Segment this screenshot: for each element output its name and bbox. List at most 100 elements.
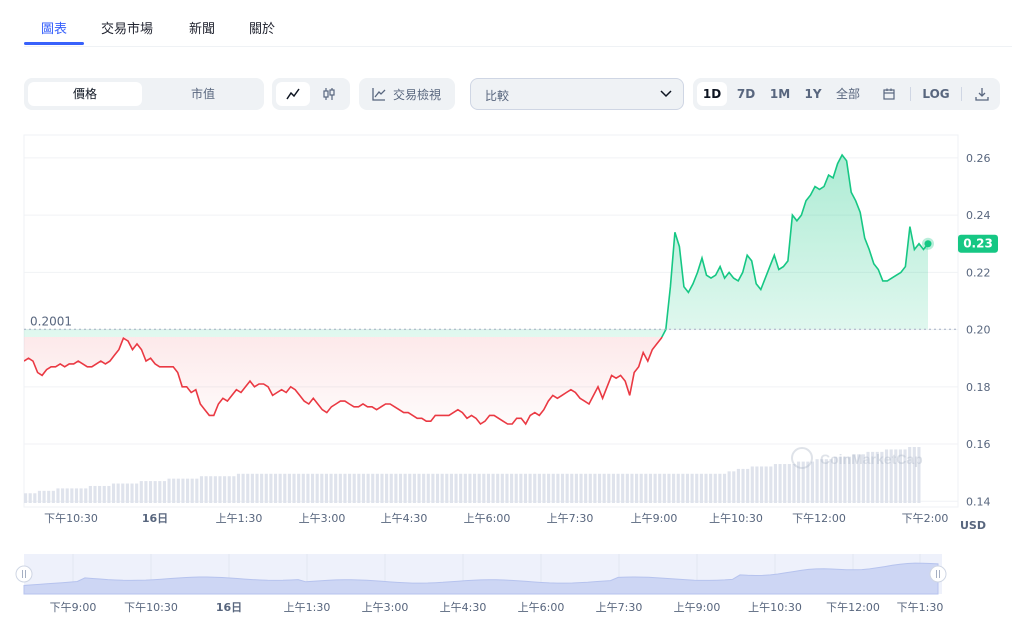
x-tick-label: 上午1:30 <box>216 512 263 525</box>
volume-bar <box>61 488 65 503</box>
navigator-tick-label: 上午9:00 <box>674 601 721 614</box>
volume-bar <box>162 481 166 503</box>
volume-bar <box>718 473 722 503</box>
volume-bar <box>47 490 51 503</box>
navigator-tick-label: 下午10:30 <box>124 601 178 614</box>
date-range-button[interactable] <box>875 82 903 106</box>
volume-bar <box>454 473 458 503</box>
x-tick-label: 上午6:00 <box>464 512 511 525</box>
volume-bar <box>246 473 250 503</box>
tab-about[interactable]: 關於 <box>249 22 276 37</box>
volume-bar <box>315 473 319 503</box>
volume-bar <box>241 473 245 503</box>
volume-bar <box>473 473 477 503</box>
volume-bar <box>625 473 629 503</box>
volume-bar <box>611 473 615 503</box>
volume-bar <box>167 478 171 503</box>
navigator-handle-right[interactable] <box>929 565 947 583</box>
volume-bar <box>486 473 491 503</box>
volume-bar <box>547 473 551 503</box>
volume-bar <box>176 478 180 503</box>
volume-bar <box>37 490 42 503</box>
volume-bar <box>477 473 481 503</box>
current-point-halo <box>922 237 934 250</box>
volume-bar <box>320 473 324 503</box>
volume-bar <box>306 473 310 503</box>
navigator-axis: 下午9:00 下午10:30 16日 上午1:30 上午3:00 上午4:30 上午6:00… <box>50 601 944 614</box>
x-tick-label: 下午2:00 <box>902 512 949 525</box>
y-tick-label: 0.18 <box>966 381 991 394</box>
navigator-tick-label: 上午10:30 <box>748 601 802 614</box>
volume-bar <box>371 473 375 503</box>
volume-bar <box>463 473 467 503</box>
volume-bar <box>917 447 921 503</box>
volume-bar <box>815 459 819 503</box>
navigator-tick-label: 上午6:00 <box>518 601 565 614</box>
timeframe-bar: 1D 7D 1M 1Y 全部 LOG <box>693 78 1000 110</box>
volume-bar <box>884 449 889 503</box>
volume-bar <box>709 473 713 503</box>
tab-markets[interactable]: 交易市場 <box>101 22 154 37</box>
download-icon <box>975 88 989 101</box>
line-chart-button[interactable] <box>276 82 310 106</box>
volume-bar <box>491 473 495 503</box>
current-price: 0.23 <box>922 234 998 253</box>
log-scale-button[interactable]: LOG <box>922 87 950 101</box>
volume-bar <box>500 473 504 503</box>
volume-bar <box>329 473 333 503</box>
volume-bar <box>260 473 264 503</box>
volume-bar <box>292 473 296 503</box>
volume-bar <box>361 473 366 503</box>
trading-view-button[interactable]: 交易檢視 <box>359 78 455 110</box>
timeframe-1m[interactable]: 1M <box>769 87 791 101</box>
volume-bar <box>139 481 143 503</box>
price-toggle-button[interactable]: 價格 <box>28 82 142 106</box>
volume-bar <box>232 476 236 503</box>
volume-bar <box>375 473 379 503</box>
volume-bar <box>412 473 416 503</box>
volume-bar <box>218 476 222 503</box>
navigator-handle-left[interactable] <box>15 565 33 583</box>
market-cap-toggle-button[interactable]: 市值 <box>190 87 215 101</box>
area-below-reference <box>24 337 662 424</box>
candlestick-button[interactable] <box>312 82 346 106</box>
volume-bar <box>894 449 898 503</box>
download-button[interactable] <box>969 82 995 106</box>
volume-bar <box>102 485 106 503</box>
timeframe-1y[interactable]: 1Y <box>804 87 822 101</box>
volume-bar <box>528 473 532 503</box>
volume-bar <box>158 481 162 503</box>
volume-bar <box>750 466 754 503</box>
timeframe-all[interactable]: 全部 <box>835 87 860 101</box>
volume-bar <box>824 459 828 503</box>
compare-select[interactable]: 比較 <box>470 78 684 110</box>
volume-bar <box>912 447 916 503</box>
volume-bar <box>690 473 694 503</box>
volume-bar <box>635 473 639 503</box>
volume-bar <box>866 451 870 503</box>
volume-bar <box>426 473 430 503</box>
y-tick-label: 0.22 <box>966 266 991 279</box>
volume-bar <box>389 473 393 503</box>
trading-view-label: 交易檢視 <box>393 88 442 102</box>
timeframe-7d[interactable]: 7D <box>736 87 756 101</box>
price-line-up <box>661 153 929 337</box>
volume-bar <box>186 478 190 503</box>
volume-bar <box>537 473 541 503</box>
tab-news[interactable]: 新聞 <box>189 22 216 37</box>
volume-bar <box>875 451 879 503</box>
volume-bar <box>88 485 92 503</box>
volume-bar <box>681 473 685 503</box>
volume-bar <box>820 459 824 503</box>
tab-chart[interactable]: 圖表 <box>41 22 68 37</box>
timeframe-1d[interactable]: 1D <box>697 82 727 106</box>
volume-bar <box>792 464 796 503</box>
current-price-label: 0.23 <box>963 237 993 251</box>
volume-bar <box>431 473 435 503</box>
volume-bar <box>607 473 611 503</box>
volume-bar <box>125 483 129 503</box>
volume-bar <box>579 473 583 503</box>
area-above-reference <box>24 155 928 337</box>
volume-bar <box>394 473 398 503</box>
volume-bar <box>732 471 736 503</box>
